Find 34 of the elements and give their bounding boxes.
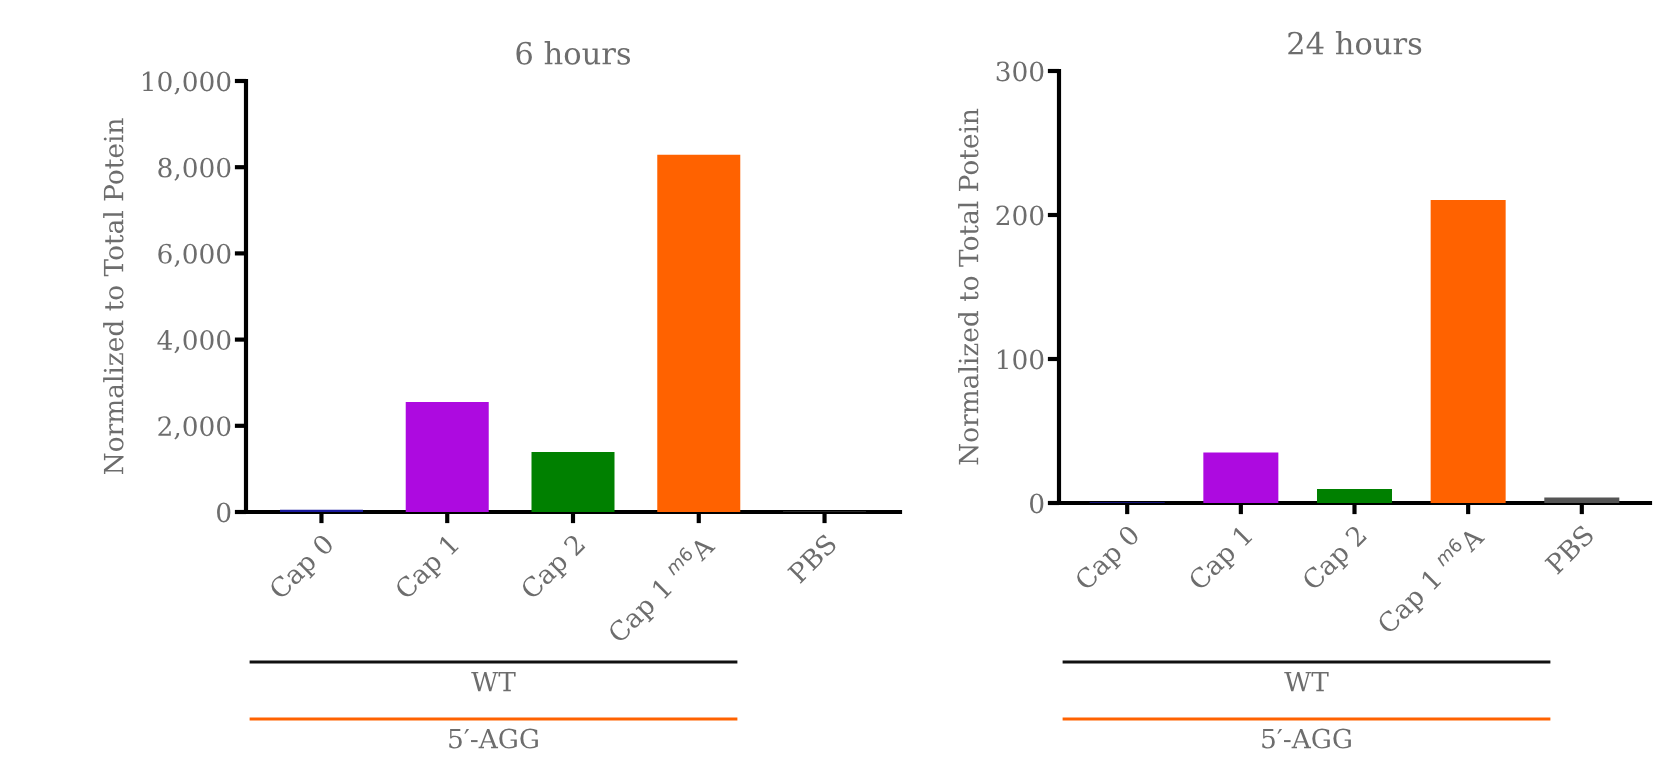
y-tick-label: 8,000 bbox=[158, 157, 231, 181]
x-tick-label: Cap 2 bbox=[519, 533, 590, 604]
bar bbox=[1430, 199, 1506, 503]
text: WT bbox=[1284, 671, 1329, 692]
y-tick-label: 6,000 bbox=[158, 243, 231, 268]
y-tick-label: 2,000 bbox=[158, 416, 231, 440]
chart-title: 24 hours bbox=[1288, 31, 1422, 55]
bar bbox=[405, 402, 489, 512]
y-tick-label: 0 bbox=[217, 502, 231, 523]
y-tick-label: 4,000 bbox=[157, 330, 231, 354]
x-tick-label: Cap 0 bbox=[1073, 524, 1145, 595]
text: 5′-AGG bbox=[449, 728, 538, 749]
bar bbox=[279, 509, 363, 512]
x-tick-label: Cap 1 $^{m6}$A bbox=[1372, 522, 1490, 639]
y-axis-title: Normalized to Total Potein bbox=[103, 118, 124, 475]
text: 5′-AGG bbox=[1262, 728, 1351, 749]
y-tick-label: 300 bbox=[996, 61, 1044, 82]
x-tick-label: Cap 2 bbox=[1300, 524, 1371, 595]
y-tick-label: 10,000 bbox=[143, 71, 231, 95]
bar bbox=[531, 452, 615, 512]
x-tick-label: Cap 1 $^{m6}$A bbox=[603, 531, 720, 648]
bar bbox=[657, 154, 741, 512]
y-tick-label: 100 bbox=[997, 349, 1044, 370]
y-tick-label: 200 bbox=[996, 205, 1044, 226]
x-tick-label: Cap 1 bbox=[393, 534, 463, 604]
chart-title: 6 hours bbox=[516, 41, 631, 65]
y-tick-label: 0 bbox=[1030, 493, 1044, 514]
text: WT bbox=[471, 671, 516, 692]
bar bbox=[1203, 452, 1279, 503]
x-tick-label: Cap 0 bbox=[267, 533, 339, 604]
bar bbox=[1316, 489, 1393, 503]
y-axis-title: Normalized to Total Potein bbox=[958, 108, 979, 465]
bar bbox=[1544, 497, 1620, 503]
x-tick-label: Cap 1 bbox=[1187, 525, 1257, 595]
